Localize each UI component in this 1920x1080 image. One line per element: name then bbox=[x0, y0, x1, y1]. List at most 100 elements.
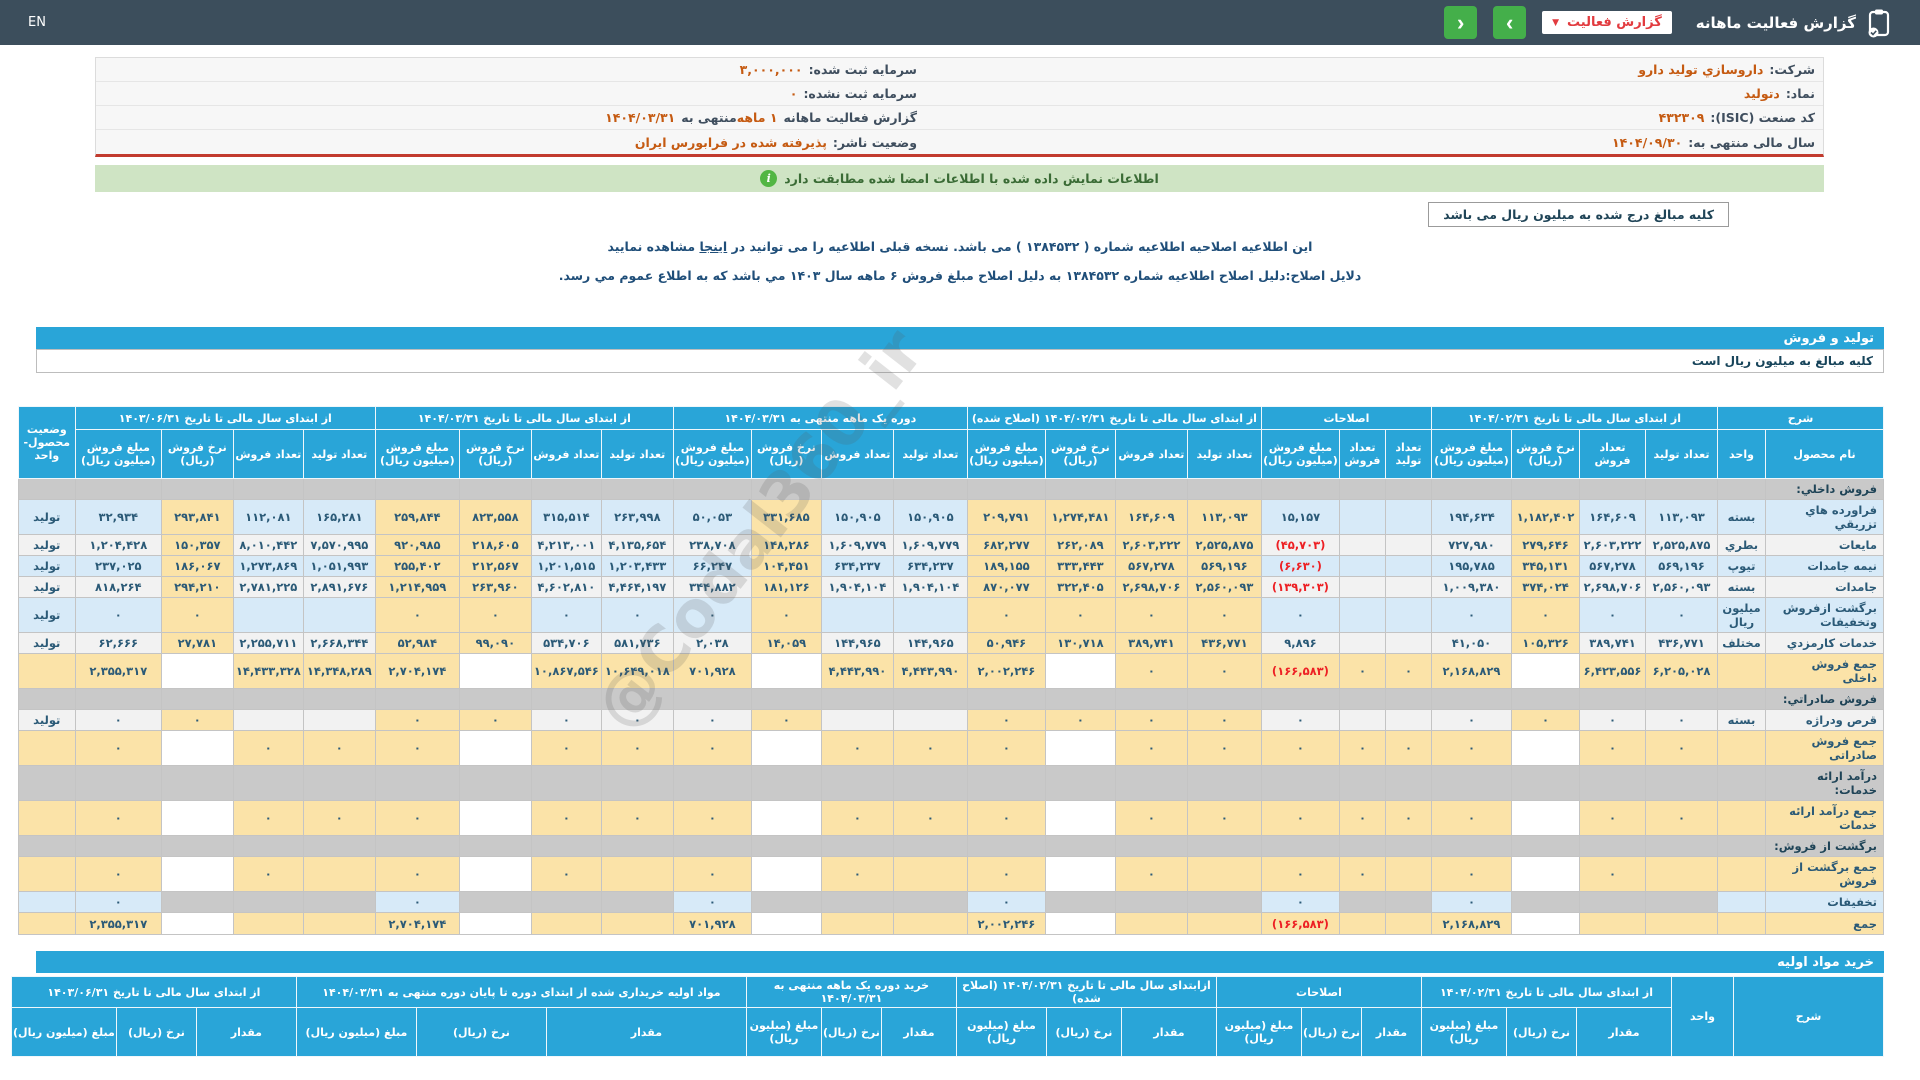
value-cell bbox=[1044, 835, 1116, 857]
column-header: مقدار bbox=[545, 1007, 747, 1057]
row-label: جمع درآمد ارائه خدمات bbox=[1765, 800, 1884, 836]
row-label: جامدات bbox=[1765, 576, 1884, 598]
column-header: تعداد فروش bbox=[1114, 429, 1188, 479]
value-cell bbox=[750, 835, 822, 857]
value-cell bbox=[1186, 835, 1262, 857]
raw-material-purchase-table: شرح واحد از ابتدای سال مالی تا تاریخ ۱۴۰۴/… bbox=[10, 976, 1884, 1057]
value-cell: ۰ bbox=[600, 597, 674, 633]
next-report-button[interactable]: › bbox=[1493, 6, 1527, 39]
value-cell: ۵۶۷,۲۷۸ bbox=[1579, 555, 1646, 577]
value-cell bbox=[530, 912, 602, 935]
info-row: شرکت: داروسازي توليد دارو سرمایه ثبت شده: ۳… bbox=[96, 58, 1823, 82]
column-header: تعداد فروش bbox=[1579, 429, 1646, 479]
value-cell bbox=[672, 765, 752, 801]
value-cell: ۲,۰۰۲,۲۴۶ bbox=[966, 912, 1046, 935]
value-cell: ۲۳۷,۰۲۵ bbox=[74, 555, 162, 577]
value-cell bbox=[1430, 765, 1513, 801]
column-header: نرخ (ریال) bbox=[115, 1007, 197, 1057]
unit-cell bbox=[1717, 891, 1766, 913]
value-cell bbox=[1511, 688, 1580, 710]
million-rial-note-box: کلیه مبالغ درج شده به میلیون ریال می باش… bbox=[1428, 202, 1729, 227]
status-cell bbox=[17, 891, 76, 913]
value-cell: ۸,۰۱۰,۴۴۲ bbox=[232, 534, 304, 556]
value-cell: ۰ bbox=[1645, 800, 1718, 836]
value-cell bbox=[458, 765, 532, 801]
value-cell bbox=[1511, 653, 1580, 689]
value-cell: ۰ bbox=[966, 597, 1046, 633]
row-label: جمع برگشت از فروش bbox=[1765, 856, 1884, 892]
value-cell: ۳۲۲,۴۰۵ bbox=[1044, 576, 1116, 598]
value-cell: ۰ bbox=[1430, 800, 1513, 836]
signed-info-text: اطلاعات نمایش داده شده با اطلاعات امضا ش… bbox=[784, 171, 1159, 186]
value-cell bbox=[1260, 835, 1340, 857]
value-cell bbox=[966, 478, 1046, 500]
status-cell bbox=[17, 653, 76, 689]
value-cell bbox=[750, 688, 822, 710]
value-cell bbox=[750, 653, 822, 689]
value-cell: ۵۶۷,۲۷۸ bbox=[1114, 555, 1188, 577]
value-cell: ۰ bbox=[1186, 800, 1262, 836]
value-cell bbox=[1645, 478, 1718, 500]
table-row: برگشت از فروش: bbox=[17, 835, 1884, 857]
column-header: نرخ فروش (ریال) bbox=[458, 429, 532, 479]
language-toggle-en[interactable]: EN bbox=[28, 15, 46, 30]
previous-version-link[interactable]: اینجا bbox=[699, 239, 728, 254]
value-cell bbox=[820, 835, 894, 857]
unit-cell bbox=[1717, 688, 1766, 710]
value-cell bbox=[820, 765, 894, 801]
value-cell bbox=[1645, 835, 1718, 857]
value-cell: ۰ bbox=[1645, 730, 1718, 766]
value-cell: ۰ bbox=[1579, 597, 1646, 633]
units-note-text: کلیه مبالغ به میلیون ریال است bbox=[1691, 354, 1873, 368]
amendment-reason: دلایل اصلاح:دلیل اصلاح اطلاعیه شماره ۱۳۸… bbox=[558, 268, 1362, 283]
value-cell: ۷۰۱,۹۲۸ bbox=[672, 912, 752, 935]
value-cell: ۱۸۹,۱۵۵ bbox=[966, 555, 1046, 577]
value-cell bbox=[1384, 499, 1432, 535]
value-cell bbox=[458, 835, 532, 857]
value-cell bbox=[530, 765, 602, 801]
info-value: پذیرفته شده در فرابورس ایران bbox=[634, 134, 827, 150]
prev-report-button[interactable]: ‹ bbox=[1444, 6, 1478, 39]
value-cell bbox=[302, 856, 376, 892]
value-cell: ۲,۵۲۵,۸۷۵ bbox=[1186, 534, 1262, 556]
info-label: منتهی به bbox=[681, 110, 737, 125]
table-row: جمع ۲,۱۶۸,۸۲۹ (۱۶۶,۵۸۳) ۲,۰۰۲,۲۴۶ ۷۰۱,۹۲۸ ۲,۷… bbox=[17, 912, 1884, 935]
value-cell: ۲۷۹,۶۴۶ bbox=[1511, 534, 1580, 556]
value-cell: ۲,۸۹۱,۶۷۶ bbox=[302, 576, 376, 598]
status-cell bbox=[17, 835, 76, 857]
value-cell: ۰ bbox=[458, 597, 532, 633]
info-value: ۴۳۲۳۰۹ bbox=[1658, 110, 1705, 125]
value-cell bbox=[160, 653, 234, 689]
value-cell: ۱۸۱,۱۲۶ bbox=[750, 576, 822, 598]
value-cell: ۱۳۰,۷۱۸ bbox=[1044, 632, 1116, 654]
value-cell bbox=[600, 856, 674, 892]
value-cell bbox=[458, 653, 532, 689]
value-cell: ۸۱۸,۲۶۴ bbox=[74, 576, 162, 598]
value-cell bbox=[750, 800, 822, 836]
table-row: جمع برگشت از فروش ۰ ۰ ۰ ۰ ۰ ۰ ۰ ۰ ۰ ۰ ۰ ۰ bbox=[17, 856, 1884, 892]
value-cell: ۰ bbox=[1044, 597, 1116, 633]
value-cell bbox=[374, 688, 460, 710]
row-label: فروش داخلي: bbox=[1765, 478, 1884, 500]
column-header: مبلغ (میلیون ریال) bbox=[1215, 1007, 1303, 1057]
report-type-dropdown[interactable]: گزارش فعالیت ▼ bbox=[1542, 11, 1672, 34]
value-cell bbox=[302, 912, 376, 935]
value-cell: ۰ bbox=[74, 597, 162, 633]
value-cell: ۳۳۳,۴۴۳ bbox=[1044, 555, 1116, 577]
value-cell: ۳۱۵,۵۱۴ bbox=[530, 499, 602, 535]
column-header: اصلاحات bbox=[1260, 406, 1432, 430]
value-cell bbox=[1645, 765, 1718, 801]
value-cell: ۰ bbox=[1114, 597, 1188, 633]
info-icon: i bbox=[760, 170, 778, 187]
value-cell: ۹,۸۹۶ bbox=[1260, 632, 1340, 654]
row-label: قرص ودراژه bbox=[1765, 709, 1884, 731]
value-cell bbox=[672, 835, 752, 857]
info-label: نماد: bbox=[1785, 86, 1815, 101]
value-cell: ۰ bbox=[1384, 800, 1432, 836]
value-cell: ۰ bbox=[302, 730, 376, 766]
value-cell bbox=[302, 835, 376, 857]
value-cell: ۰ bbox=[374, 730, 460, 766]
info-value: ۱۴۰۴/۰۳/۳۱ bbox=[605, 110, 676, 125]
column-header: تعداد تولید bbox=[600, 429, 674, 479]
status-cell: تولید bbox=[17, 499, 76, 535]
